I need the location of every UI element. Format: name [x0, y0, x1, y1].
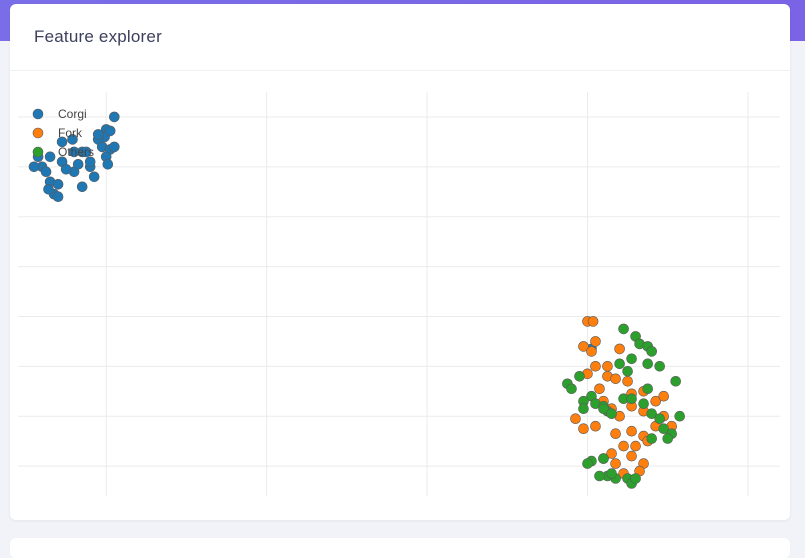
data-point[interactable] — [80, 146, 92, 158]
data-point[interactable] — [92, 129, 104, 140]
data-point[interactable] — [76, 181, 88, 193]
data-point[interactable] — [622, 365, 633, 377]
data-point[interactable] — [109, 141, 120, 153]
data-point[interactable] — [594, 470, 605, 482]
data-point[interactable] — [590, 360, 601, 372]
data-point[interactable] — [606, 408, 617, 420]
data-point[interactable] — [626, 393, 637, 405]
data-point[interactable] — [67, 134, 78, 145]
data-point[interactable] — [626, 450, 637, 462]
data-point[interactable] — [606, 448, 617, 459]
legend-label: Corgi — [58, 107, 87, 121]
data-point[interactable] — [52, 191, 64, 202]
data-point[interactable] — [630, 473, 641, 484]
legend-item-others[interactable]: Others — [32, 145, 94, 159]
legend-label: Others — [58, 145, 94, 159]
data-point[interactable] — [72, 159, 84, 170]
data-point[interactable] — [56, 136, 68, 148]
data-point[interactable] — [626, 425, 637, 437]
series-others — [562, 323, 686, 489]
data-point[interactable] — [602, 360, 613, 372]
legend[interactable]: Corgi Fork Others — [32, 107, 94, 159]
data-point[interactable] — [610, 428, 621, 440]
data-point[interactable] — [618, 323, 629, 335]
data-point[interactable] — [44, 151, 56, 163]
legend-label: Fork — [58, 126, 83, 140]
legend-swatch — [32, 108, 44, 120]
data-markers — [28, 111, 686, 489]
data-point[interactable] — [630, 440, 641, 452]
data-point[interactable] — [60, 164, 72, 175]
legend-item-corgi[interactable]: Corgi — [32, 107, 87, 121]
data-point[interactable] — [570, 413, 581, 425]
data-point[interactable] — [578, 403, 589, 415]
data-point[interactable] — [586, 346, 597, 357]
data-point[interactable] — [642, 358, 654, 370]
data-point[interactable] — [104, 125, 116, 137]
data-point[interactable] — [598, 403, 609, 415]
data-point[interactable] — [646, 433, 658, 444]
data-point[interactable] — [646, 408, 658, 420]
data-point[interactable] — [28, 161, 40, 173]
scatter-chart[interactable]: Corgi Fork Others — [18, 92, 780, 496]
data-point[interactable] — [626, 353, 637, 365]
data-point[interactable] — [638, 398, 649, 410]
card-title: Feature explorer — [34, 27, 162, 46]
data-point[interactable] — [590, 420, 601, 432]
data-point[interactable] — [610, 373, 621, 385]
legend-swatch — [32, 146, 44, 158]
data-point[interactable] — [614, 343, 625, 355]
data-point[interactable] — [674, 410, 686, 422]
data-point[interactable] — [606, 468, 617, 479]
data-point[interactable] — [650, 395, 662, 407]
data-point[interactable] — [109, 111, 120, 123]
data-point[interactable] — [614, 358, 625, 370]
data-point[interactable] — [594, 383, 605, 395]
data-point[interactable] — [587, 316, 599, 327]
data-point[interactable] — [658, 423, 670, 435]
data-point[interactable] — [52, 179, 64, 190]
data-point[interactable] — [646, 346, 658, 357]
data-point[interactable] — [43, 184, 54, 195]
legend-swatch — [32, 127, 44, 139]
feature-explorer-card: Feature explorer Corgi Fork Others — [10, 4, 790, 520]
card-header: Feature explorer — [10, 4, 790, 71]
data-point[interactable] — [84, 156, 96, 168]
data-point[interactable] — [662, 433, 674, 444]
series-corgi — [28, 111, 597, 355]
data-point[interactable] — [578, 423, 589, 435]
data-point[interactable] — [40, 166, 52, 178]
data-point[interactable] — [642, 383, 654, 395]
data-point[interactable] — [598, 453, 609, 464]
data-point[interactable] — [566, 383, 577, 395]
data-point[interactable] — [574, 370, 585, 382]
data-point[interactable] — [622, 375, 633, 387]
data-point[interactable] — [582, 458, 593, 469]
data-point[interactable] — [88, 171, 100, 183]
data-point[interactable] — [658, 390, 670, 402]
data-point[interactable] — [610, 458, 621, 469]
next-card — [10, 538, 790, 558]
data-point[interactable] — [68, 146, 80, 158]
legend-item-fork[interactable]: Fork — [32, 126, 83, 140]
data-point[interactable] — [654, 360, 666, 372]
data-point[interactable] — [102, 159, 114, 170]
scatter-plot-svg[interactable]: Corgi Fork Others — [18, 92, 780, 496]
data-point[interactable] — [654, 413, 666, 425]
data-point[interactable] — [670, 375, 682, 387]
data-point[interactable] — [590, 336, 601, 347]
data-point[interactable] — [578, 341, 589, 352]
data-point[interactable] — [618, 440, 629, 452]
